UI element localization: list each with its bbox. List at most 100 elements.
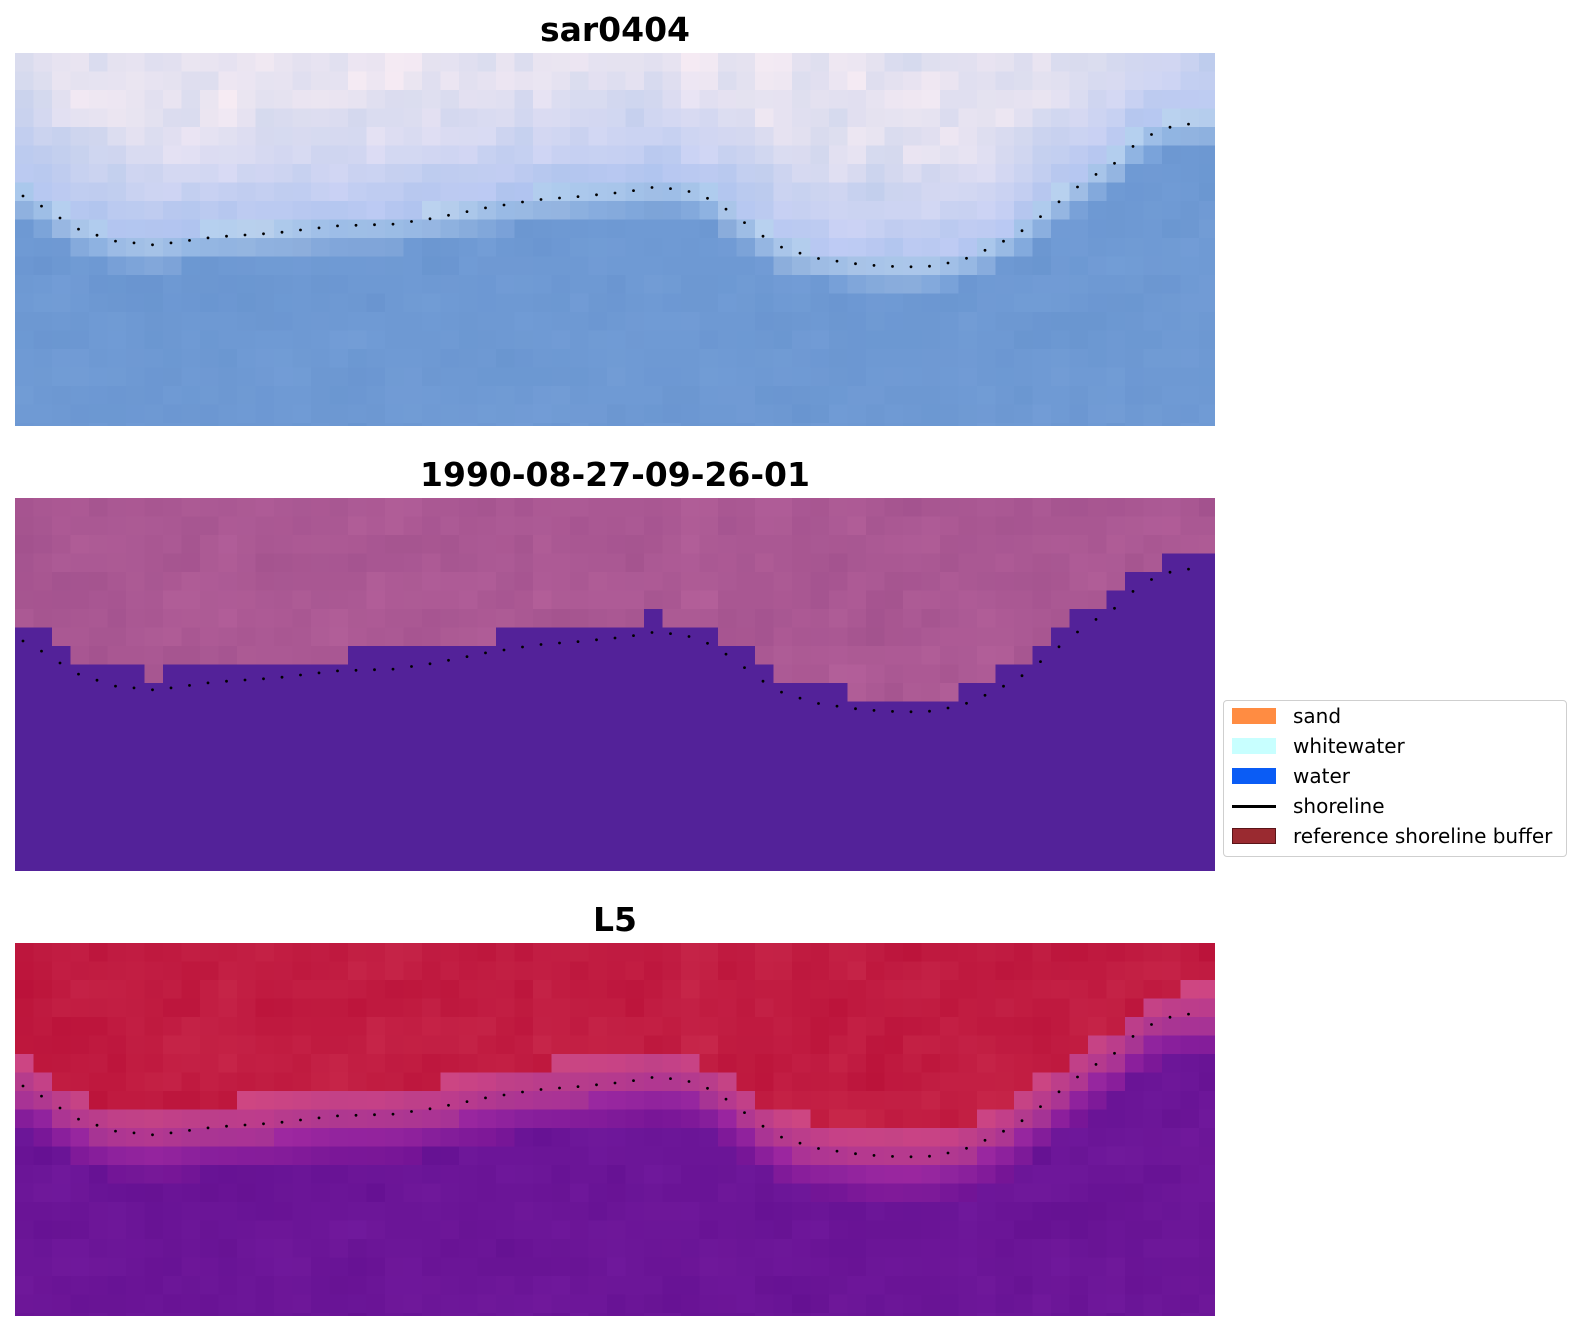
pixel [1143, 53, 1163, 73]
pixel [459, 201, 479, 221]
pixel [829, 738, 849, 758]
pixel [200, 757, 220, 777]
pixel [1069, 182, 1089, 202]
pixel [533, 1128, 553, 1148]
pixel [903, 1128, 923, 1148]
shoreline-point [669, 1077, 672, 1080]
pixel [866, 1257, 886, 1277]
pixel [237, 757, 257, 777]
pixel [773, 275, 793, 295]
pixel [1106, 1294, 1126, 1314]
pixel [1032, 980, 1052, 1000]
pixel [607, 775, 627, 795]
pixel [292, 1128, 312, 1148]
pixel [292, 182, 312, 202]
pixel [163, 423, 183, 426]
shoreline-point [1039, 660, 1042, 663]
pixel [1106, 627, 1126, 647]
pixel [218, 1294, 238, 1314]
shoreline-point [539, 643, 543, 646]
pixel [1106, 1072, 1126, 1092]
pixel [1088, 757, 1108, 777]
pixel [1180, 386, 1200, 406]
pixel [144, 1257, 164, 1277]
pixel [163, 1035, 183, 1055]
pixel [440, 404, 460, 424]
pixel [15, 1183, 35, 1203]
pixel [773, 1294, 793, 1314]
pixel [792, 1146, 812, 1166]
pixel [1180, 164, 1200, 184]
pixel [1199, 998, 1215, 1018]
pixel [792, 1220, 812, 1240]
pixel [422, 219, 442, 239]
shoreline-point [724, 207, 728, 211]
pixel [163, 1313, 183, 1316]
pixel [329, 312, 349, 332]
pixel [551, 1239, 571, 1259]
pixel [496, 1257, 516, 1277]
pixel [829, 794, 849, 814]
pixel [1125, 943, 1145, 963]
pixel [847, 553, 867, 573]
pixel [366, 775, 386, 795]
pixel [1014, 943, 1034, 963]
pixel [958, 831, 978, 851]
pixel [533, 293, 553, 313]
pixel [644, 330, 664, 350]
pixel [514, 980, 534, 1000]
pixel [718, 256, 738, 276]
pixel [1162, 831, 1182, 851]
pixel [884, 1257, 904, 1277]
pixel [884, 1017, 904, 1037]
pixel [459, 943, 479, 963]
pixel [107, 775, 127, 795]
pixel [533, 1220, 553, 1240]
pixel [15, 1128, 35, 1148]
pixel [921, 386, 941, 406]
pixel [829, 108, 849, 128]
pixel [274, 868, 294, 871]
pixel [570, 1257, 590, 1277]
pixel [15, 775, 35, 795]
pixel [292, 1239, 312, 1259]
pixel [829, 757, 849, 777]
pixel [1014, 1220, 1034, 1240]
pixel [33, 256, 53, 276]
shoreline-point [428, 217, 432, 221]
pixel [1180, 812, 1200, 832]
pixel [551, 53, 571, 73]
pixel [662, 516, 682, 536]
pixel [1088, 145, 1108, 165]
pixel [366, 1091, 386, 1111]
pixel [477, 1054, 497, 1074]
pixel [884, 1220, 904, 1240]
pixel [718, 219, 738, 239]
shoreline-point [835, 704, 839, 708]
pixel [662, 943, 682, 963]
pixel [496, 1313, 516, 1316]
pixel [1125, 794, 1145, 814]
pixel [200, 1257, 220, 1277]
pixel [662, 404, 682, 424]
pixel [163, 404, 183, 424]
pixel [329, 1109, 349, 1129]
pixel [200, 1109, 220, 1129]
pixel [163, 293, 183, 313]
pixel [792, 943, 812, 963]
pixel [126, 775, 146, 795]
pixel [33, 127, 53, 147]
pixel [1069, 256, 1089, 276]
pixel [1143, 831, 1163, 851]
pixel [218, 1276, 238, 1296]
shoreline-point [1113, 161, 1116, 165]
pixel [792, 683, 812, 703]
shoreline-point [835, 259, 839, 263]
pixel [755, 1183, 775, 1203]
pixel [514, 164, 534, 184]
legend-label-sand: sand [1293, 704, 1342, 728]
pixel [810, 1183, 830, 1203]
pixel [829, 182, 849, 202]
pixel [348, 219, 368, 239]
pixel [1069, 664, 1089, 684]
